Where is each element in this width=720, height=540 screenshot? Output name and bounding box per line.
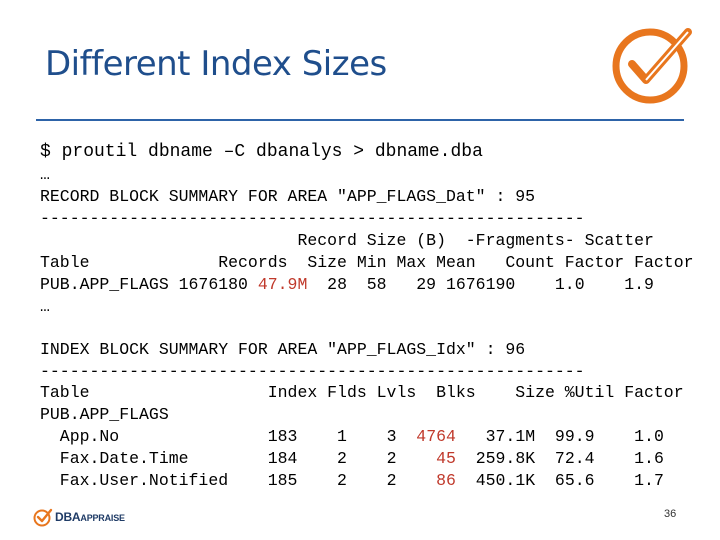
separator-1: ----------------------------------------… xyxy=(40,209,585,228)
index-row: App.No 183 1 3 4764 37.1M 99.9 1.0 xyxy=(40,426,664,448)
record-row-size: 47.9M xyxy=(257,275,308,294)
checkmark-logo-icon xyxy=(612,28,692,104)
title-divider xyxy=(36,119,684,121)
index-name: Fax.User.Notified xyxy=(40,471,258,490)
index-num: 184 xyxy=(257,449,298,468)
brand-name-small: APPRAISE xyxy=(80,513,125,523)
brand-name-bold: DBA xyxy=(55,510,81,524)
record-summary-title: RECORD BLOCK SUMMARY FOR AREA "APP_FLAGS… xyxy=(40,187,536,206)
index-lvls: 2 xyxy=(346,449,397,468)
index-summary-title: INDEX BLOCK SUMMARY FOR AREA "APP_FLAGS_… xyxy=(40,340,526,359)
command-line: $ proutil dbname –C dbanalys > dbname.db… xyxy=(40,142,483,162)
index-blks: 45 xyxy=(396,449,456,468)
index-size: 450.1K xyxy=(455,471,536,490)
record-row-suffix: 28 58 29 1676190 1.0 1.9 xyxy=(307,275,654,294)
index-factor: 1.6 xyxy=(594,449,664,468)
record-header-1: Record Size (B) -Fragments- Scatter xyxy=(40,231,654,250)
index-blks: 4764 xyxy=(396,427,456,446)
slide-title: Different Index Sizes xyxy=(45,44,387,84)
index-lvls: 2 xyxy=(346,471,397,490)
index-blks: 86 xyxy=(396,471,456,490)
index-header: Table Index Flds Lvls Blks Size %Util Fa… xyxy=(40,383,684,402)
index-row: Fax.User.Notified 185 2 2 86 450.1K 65.6… xyxy=(40,470,664,492)
index-factor: 1.7 xyxy=(594,471,664,490)
record-header-2: Table Records Size Min Max Mean Count Fa… xyxy=(40,253,694,272)
index-factor: 1.0 xyxy=(594,427,664,446)
index-row: Fax.Date.Time 184 2 2 45 259.8K 72.4 1.6 xyxy=(40,448,664,470)
index-num: 185 xyxy=(257,471,298,490)
index-flds: 2 xyxy=(297,471,347,490)
index-lvls: 3 xyxy=(346,427,397,446)
index-name: App.No xyxy=(40,427,258,446)
index-num: 183 xyxy=(257,427,298,446)
separator-2: ----------------------------------------… xyxy=(40,362,585,381)
index-util: 72.4 xyxy=(535,449,595,468)
index-size: 37.1M xyxy=(455,427,536,446)
brand-check-icon xyxy=(33,508,53,527)
page-number: 36 xyxy=(664,508,677,520)
index-table-name: PUB.APP_FLAGS xyxy=(40,405,169,424)
index-util: 65.6 xyxy=(535,471,595,490)
record-row: PUB.APP_FLAGS 1676180 47.9M 28 58 29 167… xyxy=(40,274,654,296)
brand-name: DBAAPPRAISE xyxy=(55,510,125,524)
ellipsis-1: … xyxy=(40,165,50,184)
index-flds: 1 xyxy=(297,427,347,446)
index-util: 99.9 xyxy=(535,427,595,446)
footer-brand-logo: DBAAPPRAISE xyxy=(33,504,173,530)
record-row-prefix: PUB.APP_FLAGS 1676180 xyxy=(40,275,258,294)
index-flds: 2 xyxy=(297,449,347,468)
ellipsis-2: … xyxy=(40,297,50,316)
index-size: 259.8K xyxy=(455,449,536,468)
index-name: Fax.Date.Time xyxy=(40,449,258,468)
